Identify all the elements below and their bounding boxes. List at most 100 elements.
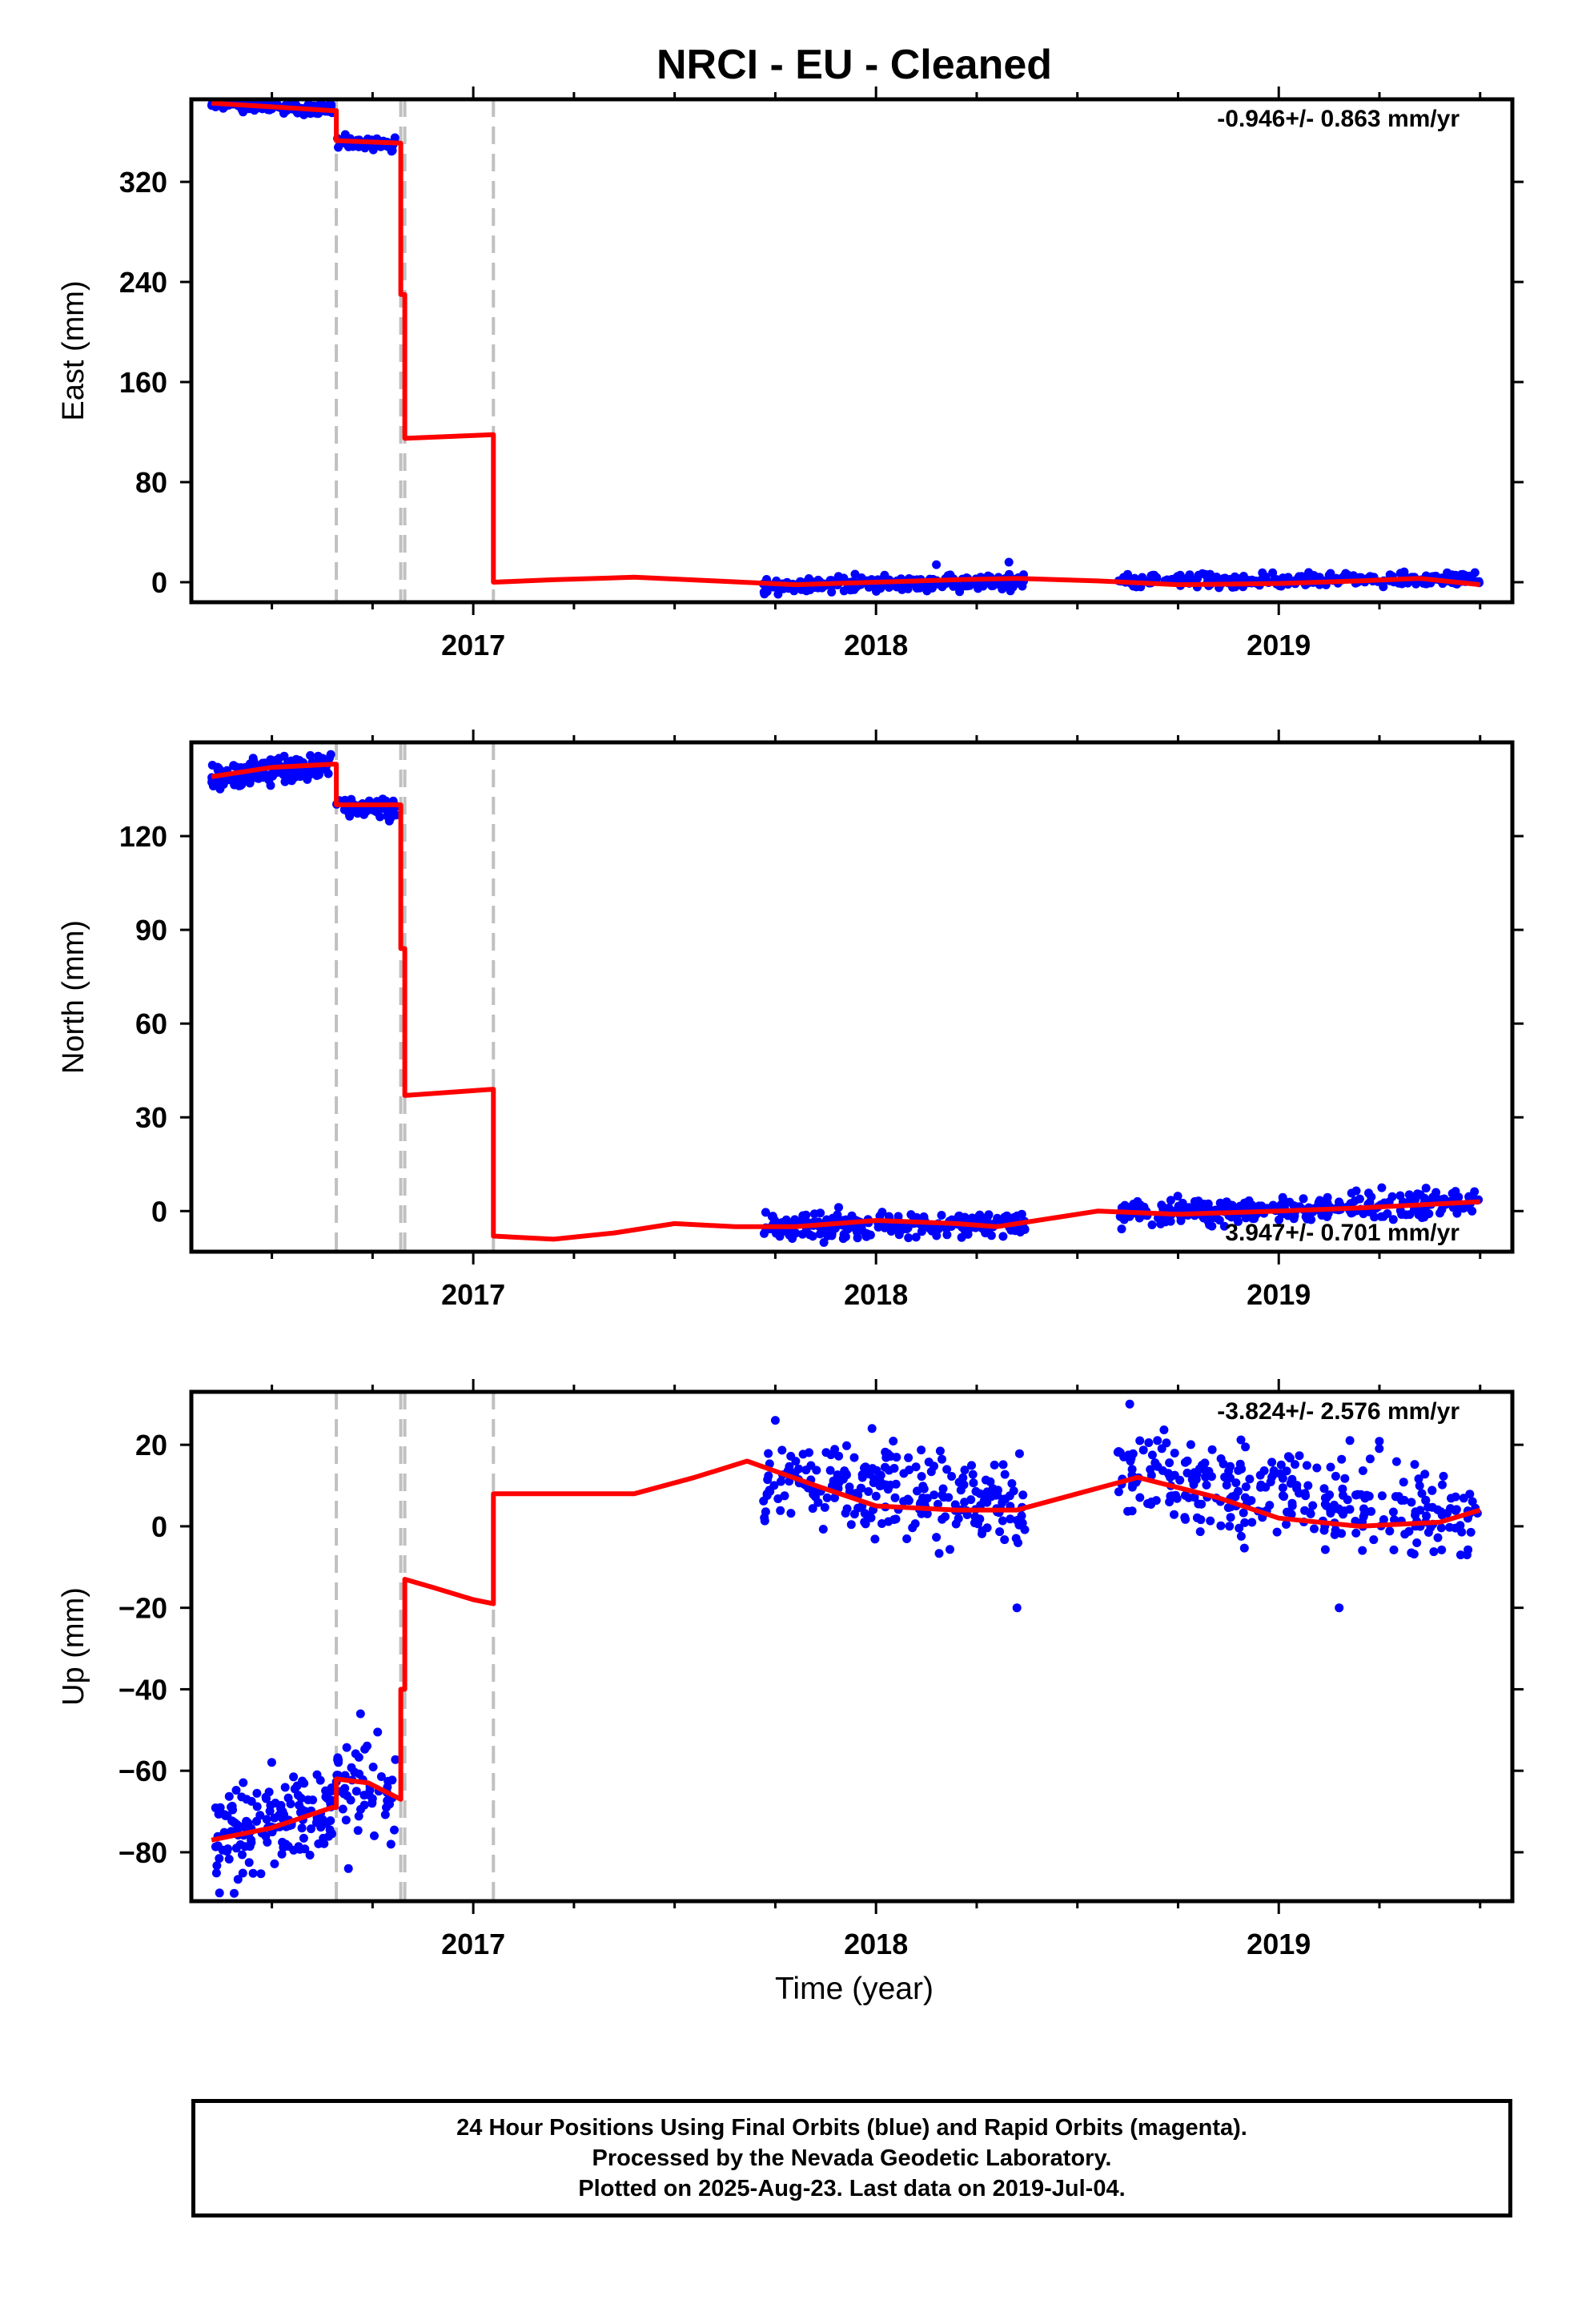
- x-tick-label: 2018: [844, 1278, 908, 1311]
- data-point: [1349, 571, 1358, 581]
- data-point: [881, 1462, 889, 1472]
- plot-frame: [189, 97, 1515, 605]
- data-point: [899, 1469, 909, 1478]
- data-point: [1282, 1520, 1291, 1529]
- y-tick-label: 90: [135, 914, 167, 947]
- data-point: [1437, 1545, 1447, 1554]
- data-point: [1268, 568, 1278, 577]
- data-point: [347, 1763, 356, 1772]
- data-point: [368, 1763, 378, 1771]
- data-point: [937, 1211, 946, 1220]
- data-point: [1006, 1514, 1015, 1524]
- data-point: [942, 1230, 952, 1240]
- data-point: [904, 1233, 913, 1243]
- data-point: [1385, 570, 1395, 580]
- data-point: [1239, 1543, 1249, 1553]
- footer-line-2: Processed by the Nevada Geodetic Laborat…: [592, 2145, 1112, 2171]
- data-point: [915, 583, 925, 593]
- y-tick-label: 240: [119, 266, 167, 299]
- data-point: [1276, 1460, 1286, 1470]
- data-point: [1424, 1209, 1434, 1219]
- data-point: [1289, 1201, 1299, 1210]
- data-point: [786, 1451, 796, 1461]
- data-point: [244, 1858, 254, 1868]
- data-point: [252, 1788, 262, 1798]
- data-point: [1358, 1546, 1367, 1555]
- data-point: [373, 1727, 383, 1737]
- data-point: [808, 1504, 817, 1514]
- data-point: [1468, 1497, 1477, 1506]
- data-point: [1175, 1475, 1185, 1485]
- data-point: [1181, 1490, 1190, 1500]
- data-point: [354, 1811, 363, 1821]
- data-point: [355, 1709, 365, 1719]
- data-point: [305, 1851, 315, 1860]
- data-point: [278, 1837, 287, 1847]
- data-point: [889, 1515, 899, 1524]
- data-point: [1135, 1493, 1145, 1502]
- data-point: [1162, 1438, 1171, 1448]
- data-point: [1407, 1498, 1416, 1507]
- data-point: [1182, 574, 1191, 584]
- plot-frame: [189, 740, 1515, 1254]
- data-point: [1127, 1465, 1137, 1474]
- data-point: [958, 1473, 968, 1482]
- data-point: [1394, 1492, 1403, 1502]
- panel-up: −80 −60 −40 −20 0 20 2017 2018 2019 Up (mm) -3.824…: [57, 1379, 1524, 1960]
- data-point: [1170, 1449, 1179, 1458]
- data-point: [1159, 1425, 1169, 1434]
- y-tick-label: −40: [118, 1673, 167, 1706]
- data-point: [1200, 1458, 1210, 1468]
- data-point: [1433, 1533, 1443, 1542]
- data-point: [384, 816, 394, 826]
- data-point: [280, 1783, 290, 1792]
- y-axis-label: East (mm): [57, 280, 90, 420]
- data-point: [1114, 1487, 1123, 1497]
- data-point: [904, 1453, 913, 1462]
- data-point: [1385, 1526, 1395, 1536]
- data-point: [380, 1810, 390, 1819]
- data-point: [278, 1807, 287, 1816]
- data-point: [1227, 1492, 1237, 1502]
- data-point: [238, 1850, 247, 1860]
- data-point: [1323, 1212, 1332, 1221]
- data-point: [1411, 1510, 1420, 1520]
- data-point: [764, 1449, 773, 1458]
- data-point: [903, 1494, 913, 1504]
- data-point: [822, 1493, 832, 1502]
- data-point: [998, 585, 1007, 593]
- data-point: [353, 1826, 363, 1835]
- data-point: [946, 1545, 954, 1554]
- data-point: [1165, 1458, 1174, 1468]
- data-point: [760, 1516, 769, 1526]
- data-point: [966, 1495, 976, 1505]
- data-point: [261, 1831, 271, 1841]
- data-point: [1421, 1184, 1431, 1193]
- data-point: [902, 1534, 912, 1543]
- data-point: [974, 1519, 982, 1529]
- data-point: [1265, 1501, 1275, 1510]
- data-point: [812, 1466, 821, 1475]
- data-point: [864, 1487, 873, 1496]
- data-point: [1004, 557, 1014, 567]
- data-point: [299, 1779, 309, 1788]
- data-point: [869, 1474, 879, 1484]
- data-point: [289, 1772, 299, 1782]
- data-point: [1470, 1187, 1480, 1196]
- data-point: [283, 1793, 293, 1803]
- data-point: [968, 1470, 978, 1479]
- data-point: [1199, 1200, 1209, 1208]
- data-point: [290, 1784, 299, 1794]
- data-point: [870, 1534, 880, 1544]
- data-point: [1466, 1527, 1476, 1537]
- data-point: [932, 1533, 942, 1542]
- data-point: [944, 1493, 954, 1502]
- data-point: [270, 1813, 279, 1823]
- chart-title: NRCI - EU - Cleaned: [656, 42, 1052, 88]
- data-point: [1287, 1474, 1297, 1484]
- data-point: [259, 773, 269, 782]
- data-point: [823, 1231, 833, 1240]
- data-point: [339, 1786, 348, 1795]
- data-point: [1231, 1478, 1241, 1488]
- data-point: [979, 1496, 989, 1506]
